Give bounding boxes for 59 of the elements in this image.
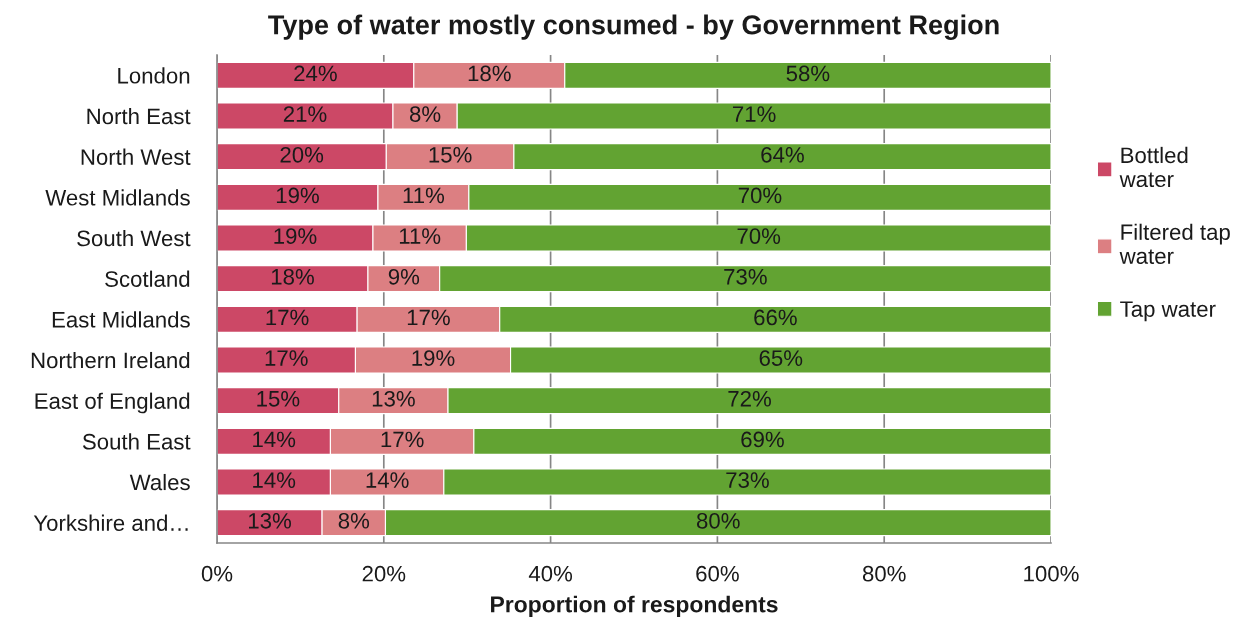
y-tick-label: East of England (35, 392, 190, 414)
data-label: 8% (338, 512, 370, 529)
data-label: 11% (403, 187, 445, 204)
data-label: 13% (372, 390, 415, 407)
data-label: 18% (271, 268, 314, 285)
data-label: 11% (399, 228, 441, 244)
x-tick-label: 60% (696, 565, 739, 582)
data-label: 19% (274, 228, 317, 244)
data-label: 14% (253, 431, 296, 448)
data-label: 17% (266, 309, 309, 326)
data-label: 66% (754, 309, 797, 326)
y-tick-label: North East (87, 107, 191, 125)
data-label: 80% (696, 512, 740, 529)
data-label: 8% (409, 106, 441, 122)
legend-label: Filtered tap water (1119, 223, 1230, 264)
data-label: 15% (257, 390, 300, 407)
y-tick-label: London (118, 67, 190, 84)
data-label: 69% (741, 431, 784, 448)
x-axis-title: Proportion of respondents (491, 595, 778, 618)
data-label: 72% (728, 390, 771, 407)
data-label: 15% (429, 146, 472, 163)
data-label: 14% (366, 472, 409, 488)
x-tick-label: 100% (1024, 565, 1079, 582)
x-tick-label: 80% (862, 565, 906, 582)
data-label: 19% (276, 187, 319, 204)
data-label: 19% (412, 350, 455, 366)
data-label: 21% (283, 106, 327, 122)
x-tick-label: 40% (528, 565, 573, 582)
x-tick-label: 20% (362, 565, 406, 582)
chart-title: Type of water mostly consumed - by Government Region (268, 14, 999, 40)
y-tick-label: Northern Ireland (31, 351, 190, 369)
data-label: 9% (388, 268, 420, 285)
data-label: 58% (786, 65, 830, 82)
data-label: 70% (737, 228, 781, 244)
legend-label: Bottled water (1119, 146, 1188, 188)
y-tick-label: South West (77, 229, 191, 247)
y-tick-label: South East (82, 433, 191, 450)
data-label: 17% (407, 309, 450, 326)
x-tick-label: 0% (201, 565, 233, 582)
data-label: 71% (733, 106, 776, 122)
data-label: 18% (468, 65, 511, 82)
y-tick-label: Wales (129, 473, 190, 491)
data-label: 70% (738, 187, 782, 204)
data-label: 17% (381, 431, 424, 448)
data-label: 73% (726, 472, 769, 488)
data-label: 20% (280, 146, 324, 163)
y-tick-label: Scotland (105, 270, 190, 287)
data-label: 17% (265, 350, 308, 366)
data-label: 13% (249, 512, 291, 529)
data-label: 64% (761, 146, 804, 163)
data-label: 73% (724, 268, 767, 285)
data-label: 65% (759, 350, 803, 366)
y-tick-label: West Midlands (45, 189, 190, 206)
y-tick-label: East Midlands (52, 311, 190, 328)
data-label: 24% (294, 65, 337, 82)
legend-label: Tap water (1120, 301, 1216, 322)
y-tick-label: Yorkshire and… (33, 514, 188, 531)
y-tick-label: North West (81, 148, 191, 165)
data-label: 14% (253, 472, 296, 488)
